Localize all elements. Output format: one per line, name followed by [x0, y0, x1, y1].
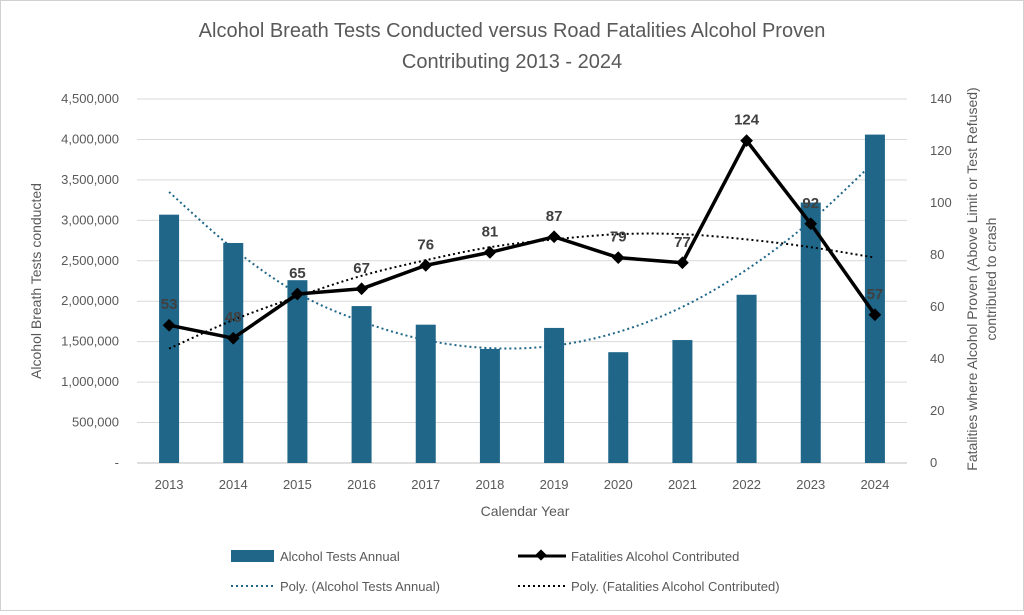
legend-swatch-tests-bar: [231, 550, 274, 562]
trendline-fatalities: [168, 232, 876, 350]
left-tick-label: 3,000,000: [61, 212, 119, 227]
chart-title-line-1: Alcohol Breath Tests Conducted versus Ro…: [199, 20, 826, 42]
fatalities-marker-2016: [355, 282, 368, 296]
bar-2021: [672, 340, 693, 463]
chart-title-line-2: Contributing 2013 - 2024: [402, 51, 622, 73]
right-tick-label: 20: [930, 403, 944, 418]
fatalities-marker-2019: [547, 230, 561, 244]
legend-label-tests: Alcohol Tests Annual: [280, 549, 400, 564]
y-axis-right-title-line-2: contributed to crash: [983, 218, 999, 341]
legend-swatch-fatalities-marker: [535, 549, 547, 561]
data-label-2022: 124: [734, 112, 760, 129]
fatalities-marker-2021: [676, 256, 689, 270]
right-axis-ticks: 0 20 40 60 80 100 120 140: [930, 91, 952, 470]
data-label-2015: 65: [289, 265, 306, 282]
legend-label-fatalities: Fatalities Alcohol Contributed: [571, 549, 739, 564]
fatalities-line: [168, 138, 877, 340]
bar-2016: [351, 306, 372, 463]
y-axis-left-title: Alcohol Breath Tests conducted: [28, 183, 44, 379]
bar-2022: [736, 294, 757, 463]
data-label-2018: 81: [482, 223, 499, 240]
legend-label-fatalities-trend: Poly. (Fatalities Alcohol Contributed): [571, 579, 780, 594]
left-tick-label: -: [115, 455, 119, 470]
x-tick-label: 2021: [668, 477, 697, 492]
right-tick-label: 100: [930, 195, 952, 210]
left-tick-label: 500,000: [72, 415, 119, 430]
data-label-2024: 57: [867, 286, 884, 303]
data-label-2017: 76: [417, 236, 434, 253]
data-labels: 53 48 65 67 76 81 87 79 77 124 92 57: [161, 112, 884, 327]
bar-2017: [415, 324, 436, 463]
legend-label-tests-trend: Poly. (Alcohol Tests Annual): [280, 579, 440, 594]
fatalities-marker-2013: [162, 318, 176, 332]
left-tick-label: 1,500,000: [61, 334, 119, 349]
legend: Alcohol Tests Annual Fatalities Alcohol …: [231, 549, 780, 594]
fatalities-marker-2018: [483, 246, 497, 259]
data-label-2019: 87: [546, 208, 563, 225]
y-axis-right-title-line-1: Fatalities where Alcohol Proven (Above L…: [964, 87, 980, 470]
x-tick-label: 2023: [796, 477, 825, 492]
data-label-2014: 48: [225, 309, 242, 326]
bar-2014: [223, 242, 244, 463]
x-tick-label: 2020: [604, 477, 633, 492]
left-axis-ticks: - 500,000 1,000,000 1,500,000 2,000,000 2,500…: [61, 91, 119, 470]
bar-2023: [800, 202, 821, 463]
x-tick-label: 2014: [219, 477, 248, 492]
x-tick-label: 2024: [860, 477, 889, 492]
left-tick-label: 4,500,000: [61, 91, 119, 106]
x-tick-label: 2017: [411, 477, 440, 492]
right-tick-label: 140: [930, 91, 952, 106]
right-tick-label: 120: [930, 143, 952, 158]
x-tick-label: 2022: [732, 477, 761, 492]
x-tick-label: 2015: [283, 477, 312, 492]
x-tick-label: 2016: [347, 477, 376, 492]
left-tick-label: 2,500,000: [61, 253, 119, 268]
bar-2013: [159, 214, 180, 463]
x-axis-title: Calendar Year: [481, 503, 570, 519]
fatalities-marker-2017: [419, 259, 433, 272]
right-tick-label: 60: [930, 299, 944, 314]
bar-2018: [479, 348, 500, 463]
left-tick-label: 1,000,000: [61, 374, 119, 389]
right-tick-label: 40: [930, 351, 944, 366]
data-label-2013: 53: [161, 296, 178, 313]
fatalities-marker-2014: [226, 331, 240, 345]
data-label-2016: 67: [353, 260, 370, 277]
x-axis-ticks: 2013 2014 2015 2016 2017 2018 2019 2020 2021 2022…: [155, 477, 890, 492]
left-tick-label: 2,000,000: [61, 293, 119, 308]
data-label-2023: 92: [802, 195, 819, 212]
bar-2019: [544, 327, 565, 463]
right-tick-label: 80: [930, 247, 944, 262]
left-tick-label: 3,500,000: [61, 172, 119, 187]
fatalities-marker-2020: [611, 251, 625, 264]
fatalities-series: [162, 134, 882, 345]
gridlines: [137, 98, 907, 464]
bars-series: [159, 134, 885, 463]
data-label-2021: 77: [674, 234, 691, 251]
trendlines: [168, 160, 876, 350]
x-tick-label: 2019: [540, 477, 569, 492]
left-tick-label: 4,000,000: [61, 131, 119, 146]
x-tick-label: 2018: [475, 477, 504, 492]
bar-2020: [608, 352, 629, 463]
right-tick-label: 0: [930, 455, 937, 470]
x-tick-label: 2013: [155, 477, 184, 492]
trendline-tests: [168, 160, 876, 350]
fatalities-marker-2015: [291, 287, 304, 301]
bar-2015: [287, 280, 308, 463]
bar-2024: [864, 134, 885, 463]
data-label-2020: 79: [610, 229, 627, 246]
